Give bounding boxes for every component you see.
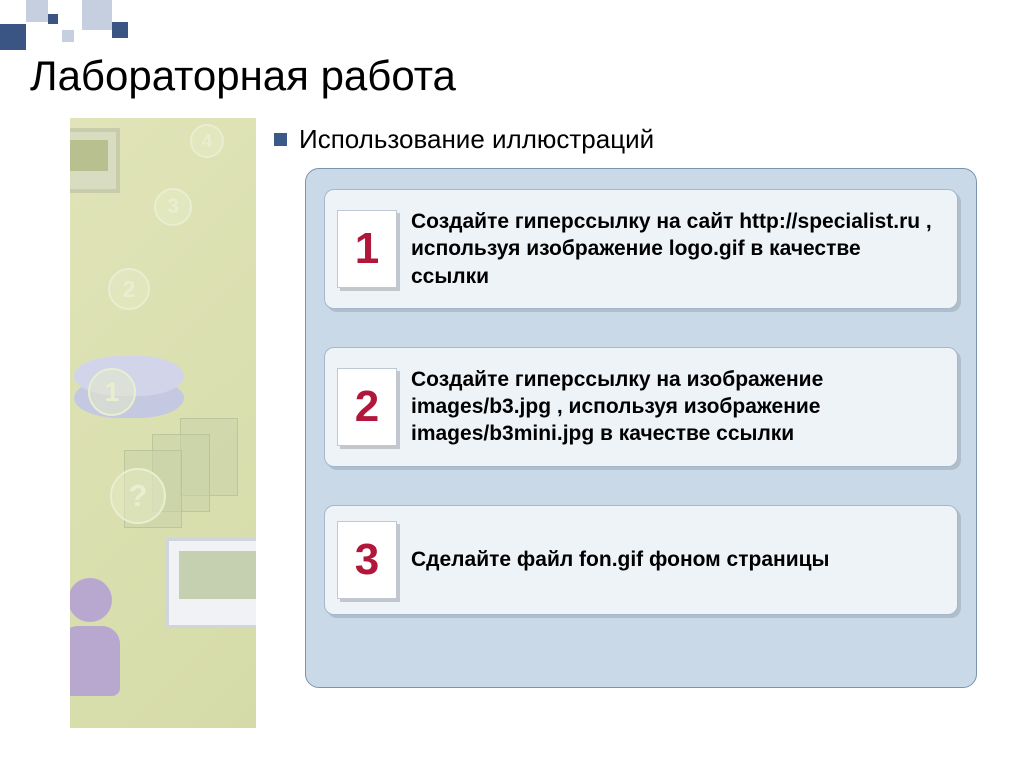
slide-title: Лабораторная работа: [30, 52, 456, 100]
steps-container: 1 Создайте гиперссылку на сайт http://sp…: [305, 168, 977, 688]
step-number: 3: [337, 521, 397, 599]
step-number: 1: [337, 210, 397, 288]
step-text: Создайте гиперссылку на изображение imag…: [411, 366, 941, 448]
step-circle-icon: 4: [190, 124, 224, 158]
step-card: 3 Сделайте файл fon.gif фоном страницы: [324, 505, 958, 615]
bullet-header: Использование иллюстраций: [274, 124, 654, 155]
step-circle-icon: 1: [88, 368, 136, 416]
step-card: 1 Создайте гиперссылку на сайт http://sp…: [324, 189, 958, 309]
step-card: 2 Создайте гиперссылку на изображение im…: [324, 347, 958, 467]
step-text: Создайте гиперссылку на сайт http://spec…: [411, 208, 941, 290]
illustration-column: 4 3 2 1?: [70, 118, 256, 728]
bullet-text: Использование иллюстраций: [299, 124, 654, 155]
bullet-square-icon: [274, 133, 287, 146]
decoration-square: [0, 24, 26, 50]
decoration-square: [26, 0, 48, 22]
decoration-square: [62, 30, 74, 42]
monitor-icon: [166, 538, 256, 628]
monitor-icon: [70, 128, 120, 193]
step-circle-icon: 3: [154, 188, 192, 226]
decoration-square: [48, 14, 58, 24]
corner-decoration: [0, 0, 140, 50]
step-circle-icon: ?: [110, 468, 166, 524]
decoration-square: [82, 0, 112, 30]
step-circle-icon: 2: [108, 268, 150, 310]
person-icon: [70, 578, 120, 698]
step-text: Сделайте файл fon.gif фоном страницы: [411, 546, 829, 573]
decoration-square: [112, 22, 128, 38]
step-number: 2: [337, 368, 397, 446]
